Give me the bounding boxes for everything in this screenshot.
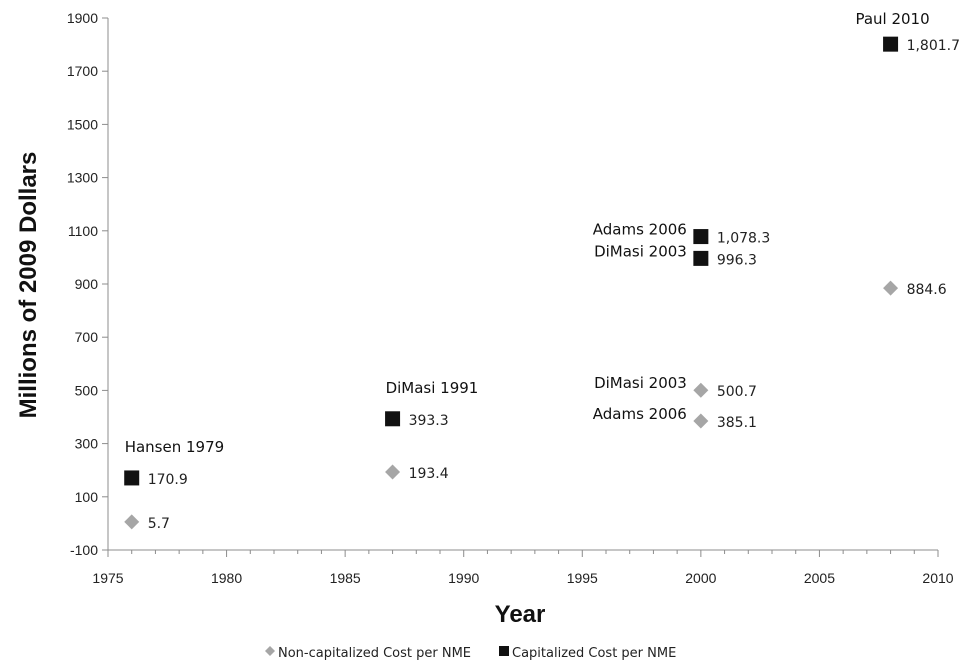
square-marker [693,250,709,266]
data-label: 170.9 [148,472,188,488]
square-marker [693,229,709,245]
x-tick-label: 2005 [804,570,835,586]
legend-square-icon [499,646,509,656]
study-annotation: DiMasi 2003 [594,242,687,260]
square-marker [124,470,140,486]
data-label: 193.4 [409,466,449,482]
legend-item: Capitalized Cost per NME [499,646,676,661]
y-tick-label: 1500 [67,116,98,132]
data-label: 996.3 [717,252,757,268]
data-label: 5.7 [148,516,170,532]
data-label: 385.1 [717,415,757,431]
x-tick-label: 1980 [211,570,242,586]
study-annotation: Adams 2006 [593,405,687,423]
data-label: 500.7 [717,384,757,400]
y-tick-label: 900 [75,276,99,292]
legend-diamond-icon [265,646,275,656]
y-tick-label: 1100 [68,223,98,239]
data-label: 884.6 [907,282,947,298]
diamond-marker [693,413,709,429]
y-tick-label: 1300 [67,170,98,186]
data-label: 1,078.3 [717,231,770,247]
y-axis-title: Millions of 2009 Dollars [15,152,42,419]
legend: Non-capitalized Cost per NME Capitalized … [265,646,676,661]
diamond-marker [693,382,709,398]
legend-label: Non-capitalized Cost per NME [278,646,471,661]
data-marks [124,36,899,530]
y-tick-label: 100 [75,489,99,505]
diamond-marker [385,464,401,480]
diamond-marker [883,280,899,296]
x-tick-label: 1975 [92,570,123,586]
y-tick-label: 1900 [67,10,98,26]
legend-item: Non-capitalized Cost per NME [265,646,471,661]
study-annotation: DiMasi 2003 [594,374,687,392]
x-axis-title: Year [495,601,546,628]
data-labels: 5.7 193.4 500.7 385.1 884.6 170.9 393.3 1,078.3… [125,10,960,532]
axes: -100 100 300 500 700 900 1100 1300 1500 1700 1900 1… [67,10,954,586]
diamond-marker [124,514,140,530]
y-tick-label: 500 [75,382,99,398]
y-tick-label: 700 [75,329,99,345]
square-marker [385,411,401,427]
study-annotation: Adams 2006 [593,221,687,239]
data-label: 393.3 [409,413,449,429]
study-annotation: Hansen 1979 [125,438,224,456]
y-tick-label: 1700 [67,63,98,79]
x-tick-label: 1995 [567,570,598,586]
study-annotation: Paul 2010 [855,10,929,28]
study-annotation: DiMasi 1991 [386,379,479,397]
x-tick-label: 1990 [448,570,479,586]
legend-label: Capitalized Cost per NME [512,646,676,661]
square-marker [883,36,899,52]
x-tick-label: 1985 [330,570,361,586]
y-tick-label: -100 [70,542,98,558]
x-tick-label: 2000 [685,570,716,586]
y-tick-label: 300 [75,436,99,452]
x-tick-label: 2010 [922,570,953,586]
data-label: 1,801.7 [907,38,960,54]
